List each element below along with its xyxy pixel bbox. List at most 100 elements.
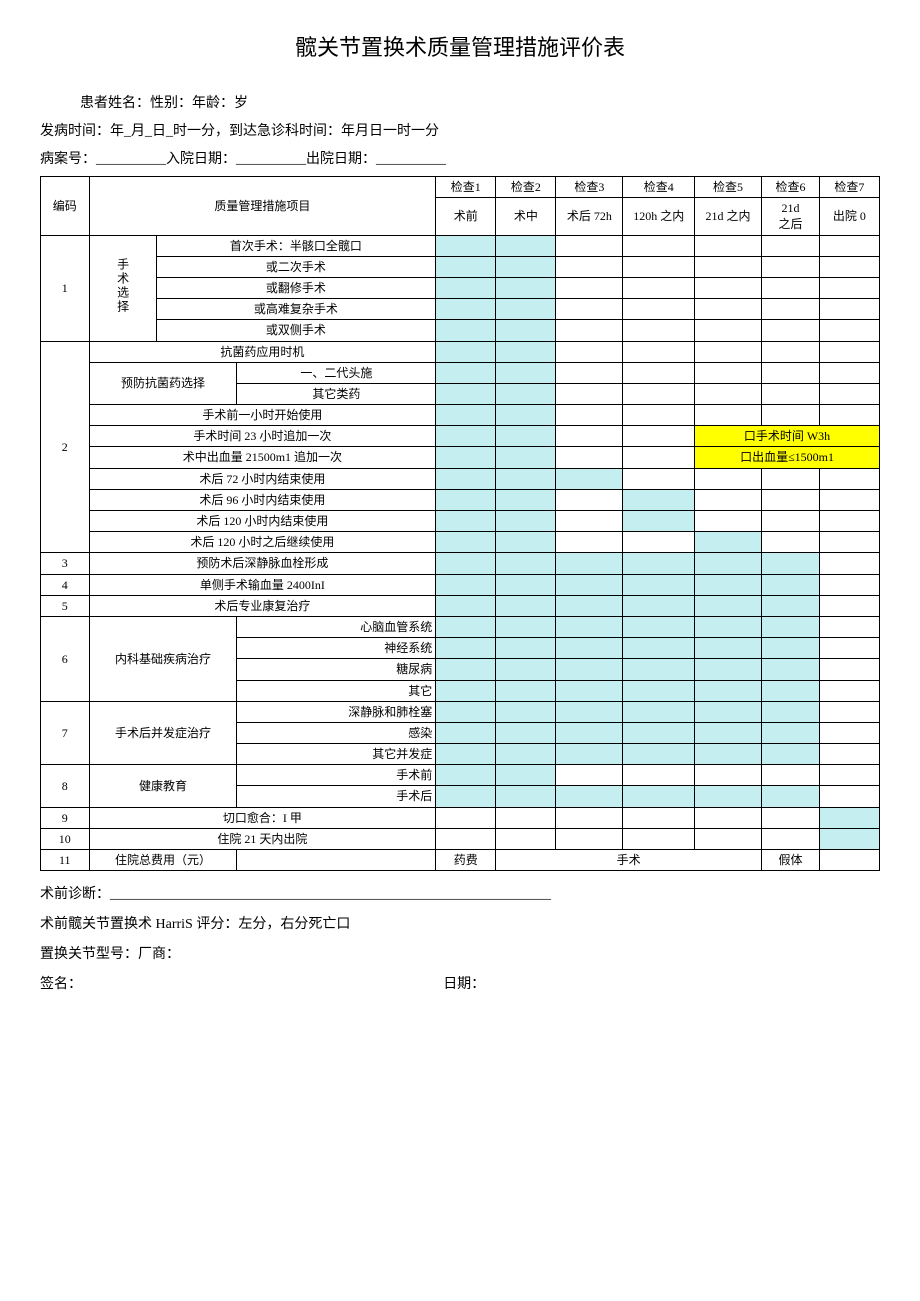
th-sub3: 术后 72h [556,198,623,235]
item-cell: 术后 96 小时内结束使用 [89,489,436,510]
data-cell [556,511,623,532]
data-cell [496,722,556,743]
table-row: 或翻修手术 [41,277,880,298]
th-sub2: 术中 [496,198,556,235]
data-cell [436,532,496,553]
data-cell [819,680,879,701]
item-cell: 抗菌药应用时机 [89,341,436,362]
item-cell: 住院总费用（元） [89,850,237,871]
yellow-note-1: 口手术时间 W3h [695,426,880,447]
data-cell [762,680,820,701]
data-cell [496,320,556,341]
data-cell [556,383,623,404]
patient-info: 患者姓名：性别：年龄：岁 [40,92,880,112]
table-row: 或双侧手术 [41,320,880,341]
code-10: 10 [41,828,90,849]
data-cell [623,468,695,489]
th-check7: 检查7 [819,177,879,198]
data-cell [819,511,879,532]
item-cell: 糖尿病 [237,659,436,680]
data-cell [436,235,496,256]
code-7: 7 [41,701,90,765]
data-cell [436,680,496,701]
code-4: 4 [41,574,90,595]
data-cell [695,701,762,722]
data-cell [819,722,879,743]
code-5: 5 [41,595,90,616]
data-cell [436,299,496,320]
data-cell [556,341,623,362]
data-cell [623,362,695,383]
data-cell [496,807,556,828]
data-cell [695,362,762,383]
data-cell [496,532,556,553]
data-cell [556,595,623,616]
data-cell [695,659,762,680]
data-cell [496,256,556,277]
group-health-edu: 健康教育 [89,765,237,807]
data-cell [762,235,820,256]
data-cell [496,828,556,849]
item-cell: 或高难复杂手术 [156,299,436,320]
item-cell: 手术前一小时开始使用 [89,405,436,426]
data-cell [695,722,762,743]
data-cell [623,447,695,468]
data-cell [556,828,623,849]
data-cell [436,616,496,637]
data-cell [556,574,623,595]
data-cell [436,256,496,277]
harris-score: 术前髋关节置换术 HarriS 评分：左分，右分死亡口 [40,913,880,933]
data-cell [623,277,695,298]
data-cell [436,701,496,722]
th-check4: 检查4 [623,177,695,198]
table-row: 术后 96 小时内结束使用 [41,489,880,510]
data-cell [496,277,556,298]
table-row: 10 住院 21 天内出院 [41,828,880,849]
data-cell [436,765,496,786]
data-cell [762,341,820,362]
data-cell [819,256,879,277]
data-cell [695,383,762,404]
table-row: 手术时间 23 小时追加一次 口手术时间 W3h [41,426,880,447]
data-cell [762,511,820,532]
data-cell [436,722,496,743]
data-cell [623,235,695,256]
item-cell: 预防术后深静脉血栓形成 [89,553,436,574]
table-row: 2 抗菌药应用时机 [41,341,880,362]
item-cell: 心脑血管系统 [237,616,436,637]
data-cell [556,722,623,743]
data-cell [695,574,762,595]
data-cell [496,362,556,383]
data-cell [819,468,879,489]
data-cell [762,616,820,637]
group-internal-disease: 内科基础疾病治疗 [89,616,237,701]
data-cell [819,744,879,765]
data-cell [762,638,820,659]
data-cell [762,405,820,426]
table-row: 4 单侧手术输血量 2400InI [41,574,880,595]
item-cell: 或二次手术 [156,256,436,277]
data-cell [623,320,695,341]
group-surgery-choice: 手术选择 [89,235,156,341]
data-cell [819,807,879,828]
data-cell [819,362,879,383]
data-cell [695,765,762,786]
th-sub4: 120h 之内 [623,198,695,235]
table-row: 6 内科基础疾病治疗 心脑血管系统 [41,616,880,637]
item-cell: 感染 [237,722,436,743]
item-cell: 手术时间 23 小时追加一次 [89,426,436,447]
data-cell [496,616,556,637]
data-cell [695,405,762,426]
data-cell [436,807,496,828]
table-row: 7 手术后并发症治疗 深静脉和肺栓塞 [41,701,880,722]
data-cell [556,277,623,298]
data-cell [695,320,762,341]
data-cell [819,553,879,574]
data-cell [695,807,762,828]
data-cell [436,341,496,362]
data-cell [819,235,879,256]
onset-info: 发病时间：年_月_日_时一分，到达急诊科时间：年月日一时一分 [40,120,880,140]
item-cell: 一、二代头施 [237,362,436,383]
item-cell: 首次手术：半骸口全髋口 [156,235,436,256]
data-cell [819,638,879,659]
